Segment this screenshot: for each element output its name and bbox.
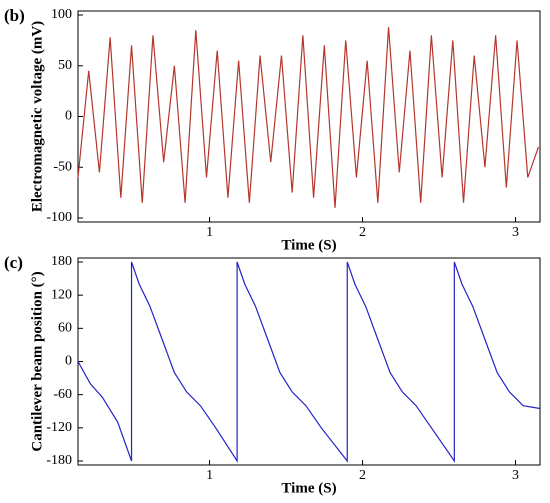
x-axis-label: Time (S) <box>281 237 336 253</box>
y-tick-label: 100 <box>51 7 72 22</box>
y-tick-label: -180 <box>46 453 72 468</box>
x-tick-label: 3 <box>512 468 519 483</box>
y-tick-label: 120 <box>51 287 72 302</box>
x-tick-label: 2 <box>359 225 366 240</box>
y-tick-label: -60 <box>53 387 72 402</box>
y-tick-label: 60 <box>58 321 72 336</box>
y-axis-label: Cantilever beam position (°) <box>29 271 45 451</box>
plot-frame <box>77 257 541 466</box>
y-tick-label: -50 <box>53 159 72 174</box>
x-axis-label: Time (S) <box>281 480 336 496</box>
data-line <box>77 27 540 208</box>
y-tick-label: 180 <box>51 254 72 269</box>
y-tick-label: 0 <box>65 109 72 124</box>
y-axis-label: Electromagnetic voltage (mV) <box>29 21 45 212</box>
y-tick-label: 50 <box>58 58 72 73</box>
y-tick-label: -100 <box>46 210 72 225</box>
panel-label: (c) <box>4 253 23 272</box>
y-tick-label: 0 <box>65 354 72 369</box>
data-line <box>77 261 541 464</box>
x-tick-label: 1 <box>206 225 213 240</box>
x-tick-label: 1 <box>206 468 213 483</box>
panel-label: (b) <box>4 6 25 25</box>
y-tick-label: -120 <box>46 420 72 435</box>
x-tick-label: 3 <box>512 225 519 240</box>
x-tick-label: 2 <box>359 468 366 483</box>
